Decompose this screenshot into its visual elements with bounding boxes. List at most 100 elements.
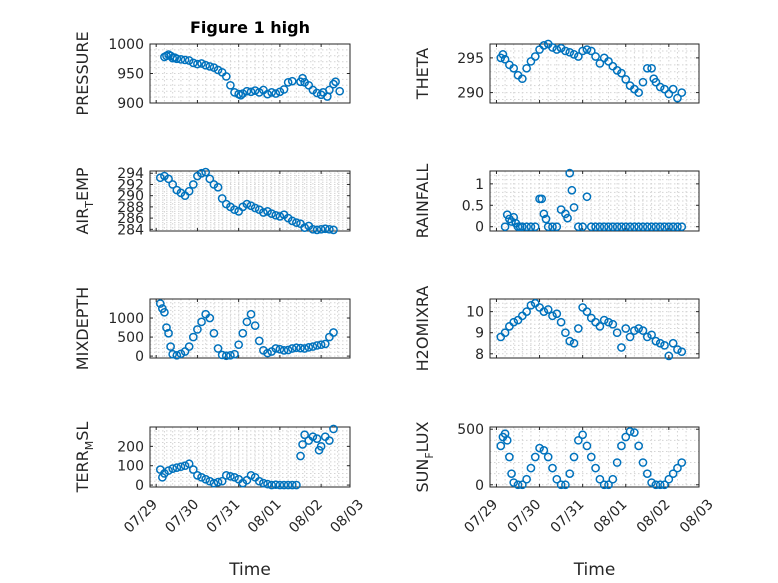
data-point: [548, 463, 557, 473]
data-point: [246, 471, 256, 480]
data-point: [642, 469, 652, 479]
data-point: [573, 52, 583, 61]
data-point: [664, 89, 674, 99]
data-point: [617, 68, 626, 78]
data-point: [651, 480, 661, 490]
y-tick-label: 288: [117, 200, 144, 216]
data-point: [677, 222, 687, 232]
data-point: [296, 343, 305, 353]
data-point: [660, 84, 669, 94]
data-point: [673, 222, 682, 232]
data-point: [329, 79, 338, 89]
data-point: [292, 343, 301, 353]
x-tick-label: 07/29: [121, 497, 161, 537]
data-point: [621, 324, 631, 333]
data-point: [617, 441, 626, 451]
axes-frame: [149, 298, 351, 359]
x-tick-label: 08/01: [245, 497, 285, 537]
data-point: [599, 480, 609, 490]
data-point: [608, 61, 618, 71]
data-point: [517, 74, 527, 84]
y-axis-label-part: AIR: [73, 208, 92, 235]
data-point: [283, 345, 293, 355]
data-point: [673, 463, 682, 473]
data-point: [565, 168, 575, 178]
data-point: [621, 75, 631, 84]
data-point: [578, 46, 587, 56]
data-point: [548, 43, 557, 52]
data-point: [591, 463, 600, 473]
data-point: [316, 224, 326, 234]
data-point: [496, 441, 506, 451]
data-point: [320, 224, 330, 234]
data-point: [582, 441, 592, 451]
data-point: [250, 321, 260, 330]
data-point: [526, 300, 536, 310]
data-point: [193, 59, 202, 69]
data-point: [217, 194, 227, 203]
data-point: [569, 338, 579, 348]
data-point: [160, 307, 169, 317]
data-point: [287, 76, 297, 86]
data-point: [556, 317, 566, 327]
data-point: [548, 311, 557, 321]
y-tick-label: 500: [457, 422, 484, 438]
data-point: [582, 192, 592, 202]
data-point: [308, 224, 318, 234]
data-series: [500, 168, 687, 232]
data-point: [642, 63, 652, 73]
data-series: [155, 299, 338, 361]
y-tick-label: 292: [117, 177, 144, 193]
data-point: [164, 466, 173, 475]
data-point: [329, 328, 338, 337]
data-point: [275, 212, 285, 221]
data-point: [162, 323, 171, 332]
data-point: [569, 203, 579, 212]
data-point: [335, 86, 345, 96]
data-point: [638, 326, 648, 335]
data-point: [677, 458, 687, 467]
data-point: [213, 182, 223, 192]
data-point: [543, 452, 553, 462]
data-point: [539, 41, 549, 50]
data-point: [612, 458, 622, 467]
data-point: [205, 313, 215, 323]
data-point: [287, 344, 297, 353]
data-point: [246, 309, 256, 319]
data-point: [502, 435, 512, 445]
y-axis-label: AIRTEMP: [73, 167, 96, 234]
data-point: [217, 476, 227, 486]
data-point: [263, 479, 272, 489]
data-point: [176, 462, 186, 472]
data-point: [530, 222, 540, 232]
data-point: [595, 322, 605, 331]
data-point: [300, 430, 309, 440]
data-point: [537, 194, 547, 204]
data-point: [213, 344, 223, 353]
grid-lines: [490, 427, 699, 487]
data-point: [630, 222, 639, 232]
data-point: [329, 225, 338, 235]
data-point: [664, 474, 674, 484]
axes-frame: [489, 170, 700, 232]
data-point: [507, 469, 516, 479]
data-point: [621, 222, 631, 232]
y-tick-label: 500: [117, 330, 144, 346]
data-point: [250, 86, 260, 95]
data-point: [172, 54, 182, 64]
data-point: [608, 222, 618, 232]
data-point: [172, 463, 182, 472]
data-point: [543, 222, 553, 232]
data-point: [205, 62, 215, 71]
data-point: [539, 307, 549, 316]
data-point: [647, 222, 656, 232]
data-point: [308, 432, 318, 442]
data-point: [316, 442, 326, 451]
data-point: [155, 299, 165, 308]
data-point: [230, 205, 239, 215]
data-point: [205, 174, 215, 184]
data-point: [630, 326, 639, 335]
